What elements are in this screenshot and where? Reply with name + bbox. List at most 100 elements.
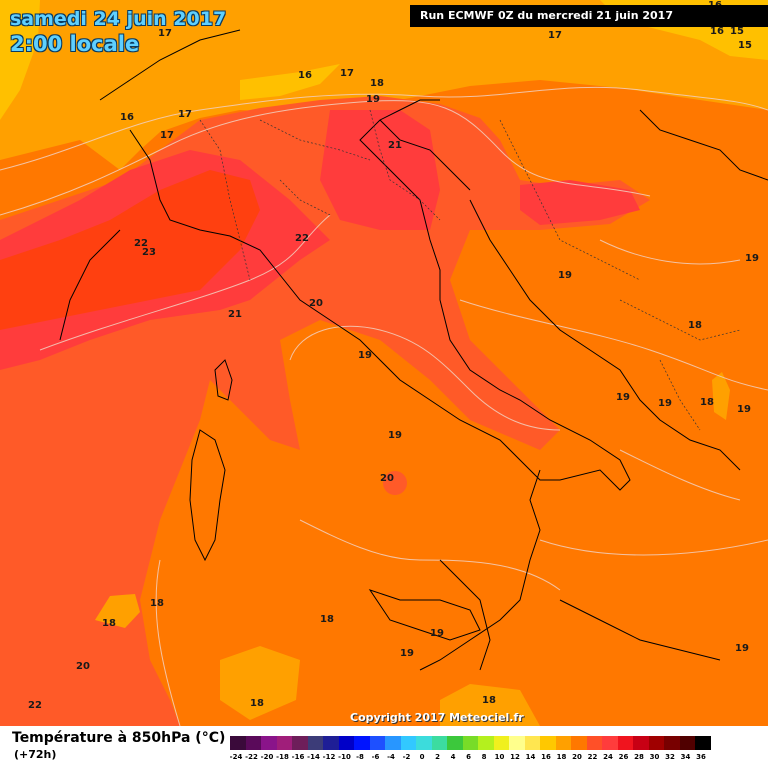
isotherm-label: 18 [102, 618, 116, 629]
scale-tick: 28 [634, 753, 644, 761]
scale-swatch [276, 736, 292, 750]
scale-swatch [478, 736, 494, 750]
scale-swatch [617, 736, 633, 750]
scale-tick: 20 [572, 753, 582, 761]
isotherm-label: 19 [366, 94, 380, 105]
scale-swatch [571, 736, 587, 750]
scale-swatch [261, 736, 277, 750]
isotherm-label: 18 [482, 695, 496, 706]
isotherm-label: 19 [558, 270, 572, 281]
scale-tick: 18 [556, 753, 567, 761]
isotherm-label: 20 [380, 473, 394, 484]
isotherm-label: 17 [158, 28, 172, 39]
map-time: 2:00 locale [10, 32, 140, 56]
scale-tick: -16 [291, 753, 305, 761]
scale-tick: -24 [229, 753, 243, 761]
isotherm-label: 15 [730, 26, 744, 37]
patch-16-west [95, 594, 140, 628]
isotherm-label: 16 [710, 26, 724, 37]
map-canvas: 1716171716171819171615151621222322202119… [0, 0, 768, 726]
scale-tick: 24 [603, 753, 613, 761]
isotherm-label: 18 [250, 698, 264, 709]
scale-tick: 32 [665, 753, 675, 761]
scale-swatch [586, 736, 602, 750]
scale-swatch [664, 736, 680, 750]
patch-20-south [383, 471, 407, 495]
scale-swatch [695, 736, 711, 750]
band-22-adriatic [320, 110, 440, 230]
copyright: Copyright 2017 Meteociel.fr [350, 711, 524, 724]
scale-tick: 22 [587, 753, 598, 761]
scale-tick: 0 [419, 753, 425, 761]
isotherm-label: 20 [309, 298, 323, 309]
isotherm-label: 17 [548, 30, 562, 41]
isotherm-label: 18 [370, 78, 384, 89]
scale-tick: 8 [481, 753, 487, 761]
legend-footer: Température à 850hPa (°C) (+72h) -24 -22-… [0, 726, 768, 768]
scale-tick: 34 [680, 753, 691, 761]
scale-tick: -2 [402, 753, 411, 761]
coastlines [59, 29, 768, 671]
scale-tick: 2 [435, 753, 440, 761]
scale-swatch [540, 736, 556, 750]
scale-tick: -10 [338, 753, 351, 761]
isotherm-label: 15 [738, 40, 752, 51]
scale-swatch [462, 736, 478, 750]
isotherm-lines [0, 86, 768, 726]
isotherm-label: 17 [178, 109, 192, 120]
scale-swatch [338, 736, 354, 750]
band-24-core [0, 170, 260, 330]
scale-swatch [307, 736, 323, 750]
scale-swatch [602, 736, 618, 750]
isotherm-label: 18 [150, 598, 164, 609]
isotherm-label: 18 [320, 614, 334, 625]
scale-tick: 6 [466, 753, 471, 761]
scale-tick: -12 [322, 753, 336, 761]
scale-swatch [369, 736, 385, 750]
scale-swatch [245, 736, 261, 750]
scale-tick: -8 [356, 753, 364, 761]
scale-tick: 14 [525, 753, 536, 761]
scale-tick: 12 [510, 753, 520, 761]
scale-swatch [323, 736, 339, 750]
scale-tick: 30 [649, 753, 660, 761]
isotherm-label: 19 [658, 398, 672, 409]
scale-tick: -14 [307, 753, 320, 761]
scale-tick: 10 [494, 753, 505, 761]
band-16-north [0, 0, 768, 170]
isotherm-label: 19 [735, 643, 749, 654]
scale-swatch [230, 736, 246, 750]
isotherm-label: 19 [430, 628, 444, 639]
isotherm-label: 19 [358, 350, 372, 361]
scale-tick: -22 [245, 753, 258, 761]
patch-16-pannonia [175, 90, 240, 114]
scale-swatch [292, 736, 308, 750]
scale-tick: -20 [260, 753, 274, 761]
isotherm-label: 23 [142, 247, 156, 258]
temperature-map: 1716171716171819171615151621222322202119… [0, 0, 768, 726]
scale-swatch [633, 736, 649, 750]
isotherm-label: 17 [340, 68, 354, 79]
scale-swatch [431, 736, 447, 750]
isotherm-label: 19 [737, 404, 751, 415]
scale-tick: -18 [276, 753, 289, 761]
scale-tick: 4 [450, 753, 456, 761]
isotherm-labels: 1716171716171819171615151621222322202119… [28, 0, 759, 711]
scale-tick: 16 [541, 753, 551, 761]
scale-swatch [555, 736, 571, 750]
isotherm-label: 22 [134, 238, 148, 249]
scale-swatch [509, 736, 525, 750]
scale-tick: 36 [696, 753, 706, 761]
isotherm-label: 19 [400, 648, 414, 659]
isotherm-label: 19 [745, 253, 759, 264]
run-info: Run ECMWF 0Z du mercredi 21 juin 2017 [410, 5, 768, 27]
band-22-balkans [520, 180, 640, 225]
band-14-alps [240, 64, 340, 100]
patch-16-southeast [440, 684, 540, 726]
scale-swatch [385, 736, 401, 750]
isotherm-label: 21 [388, 140, 402, 151]
scale-swatch [416, 736, 432, 750]
isotherm-label: 22 [28, 700, 42, 711]
scale-swatch [524, 736, 540, 750]
scale-swatch [447, 736, 463, 750]
